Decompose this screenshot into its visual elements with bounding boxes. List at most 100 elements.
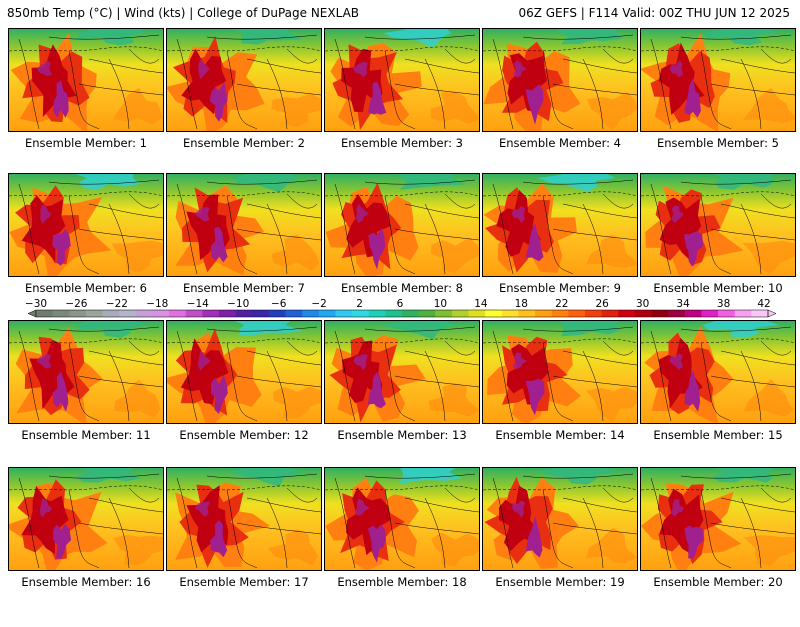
- colorbar-tick-label: −6: [271, 298, 287, 310]
- colorbar-swatch: [501, 310, 519, 317]
- colorbar-swatch: [185, 310, 203, 317]
- colorbar-swatch: [485, 310, 503, 317]
- map-graphic: [9, 321, 163, 423]
- temperature-map: [8, 320, 164, 424]
- map-graphic: [483, 29, 637, 131]
- colorbar-tick-label: −26: [65, 298, 87, 310]
- temperature-map: [166, 173, 322, 277]
- temperature-map: [482, 467, 638, 571]
- map-graphic: [167, 29, 321, 131]
- temperature-map: [482, 320, 638, 424]
- colorbar-swatch: [252, 310, 270, 317]
- ensemble-panel: Ensemble Member: 4: [482, 28, 638, 188]
- ensemble-member-label: Ensemble Member: 6: [25, 281, 147, 295]
- map-graphic: [325, 321, 479, 423]
- map-graphic: [641, 468, 795, 570]
- colorbar-swatch: [668, 310, 686, 317]
- colorbar-swatch: [385, 310, 403, 317]
- colorbar-swatch: [551, 310, 569, 317]
- map-graphic: [9, 174, 163, 276]
- colorbar-tick-label: −10: [227, 298, 249, 310]
- temperature-map: [166, 467, 322, 571]
- colorbar-swatch: [751, 310, 769, 317]
- colorbar-swatch: [285, 310, 303, 317]
- ensemble-member-label: Ensemble Member: 3: [341, 136, 463, 150]
- temperature-map: [640, 28, 796, 132]
- colorbar-swatch: [701, 310, 719, 317]
- colorbar-swatch: [734, 310, 752, 317]
- colorbar-swatch: [402, 310, 420, 317]
- colorbar-tick-label: 30: [636, 298, 649, 310]
- colorbar-tick-label: −30: [25, 298, 47, 310]
- colorbar-tick-label: −14: [187, 298, 209, 310]
- map-graphic: [641, 174, 795, 276]
- colorbar-graphic: −30 −26 −22 −18 −14 −10 −6 −2 2 6 10 14 18 22 26 30 34 38…: [25, 298, 777, 318]
- colorbar-swatch: [36, 310, 54, 317]
- temperature-map: [640, 467, 796, 571]
- map-graphic: [167, 174, 321, 276]
- colorbar-swatch: [368, 310, 386, 317]
- ensemble-panel: Ensemble Member: 5: [640, 28, 796, 188]
- temperature-map: [8, 173, 164, 277]
- ensemble-member-label: Ensemble Member: 16: [21, 575, 151, 589]
- temperature-map: [482, 28, 638, 132]
- temperature-map: [166, 320, 322, 424]
- colorbar-swatch: [435, 310, 453, 317]
- colorbar-swatch: [684, 310, 702, 317]
- header: 850mb Temp (°C) | Wind (kts) | College o…: [0, 0, 800, 26]
- map-graphic: [167, 321, 321, 423]
- colorbar-swatch: [335, 310, 353, 317]
- colorbar-swatch: [119, 310, 137, 317]
- ensemble-panel: Ensemble Member: 20: [640, 467, 796, 627]
- map-graphic: [325, 29, 479, 131]
- colorbar-swatch: [135, 310, 153, 317]
- colorbar-outline: [35, 309, 769, 318]
- map-graphic: [641, 29, 795, 131]
- map-graphic: [483, 468, 637, 570]
- colorbar-swatch: [52, 310, 70, 317]
- ensemble-panel: Ensemble Member: 1: [8, 28, 164, 188]
- ensemble-member-label: Ensemble Member: 11: [21, 428, 151, 442]
- ensemble-member-label: Ensemble Member: 20: [653, 575, 783, 589]
- ensemble-panel: Ensemble Member: 15: [640, 320, 796, 480]
- ensemble-panel: Ensemble Member: 2: [166, 28, 322, 188]
- colorbar-swatch: [634, 310, 652, 317]
- colorbar-tick-label: 42: [757, 298, 770, 310]
- colorbar-swatch: [219, 310, 237, 317]
- colorbar-tick-label: −18: [146, 298, 168, 310]
- colorbar-right-arrow: [767, 309, 777, 318]
- colorbar-swatch: [585, 310, 603, 317]
- colorbar-swatch: [235, 310, 253, 317]
- temperature-map: [324, 320, 480, 424]
- temperature-map: [166, 28, 322, 132]
- ensemble-panel: Ensemble Member: 19: [482, 467, 638, 627]
- ensemble-member-label: Ensemble Member: 7: [183, 281, 305, 295]
- map-graphic: [167, 468, 321, 570]
- colorbar-tick-label: 10: [434, 298, 447, 310]
- colorbar-swatch: [302, 310, 320, 317]
- map-graphic: [325, 468, 479, 570]
- colorbar-swatch: [352, 310, 370, 317]
- ensemble-panel: Ensemble Member: 6: [8, 173, 164, 333]
- colorbar-left-arrow: [27, 309, 37, 318]
- colorbar-swatch: [202, 310, 220, 317]
- map-graphic: [483, 321, 637, 423]
- colorbar-swatch: [651, 310, 669, 317]
- colorbar-swatch: [568, 310, 586, 317]
- ensemble-member-label: Ensemble Member: 12: [179, 428, 309, 442]
- map-graphic: [9, 468, 163, 570]
- colorbar-swatch: [518, 310, 536, 317]
- colorbar-swatch: [169, 310, 187, 317]
- temperature-colorbar: −30 −26 −22 −18 −14 −10 −6 −2 2 6 10 14 18 22 26 30 34 38…: [0, 298, 800, 320]
- header-run-info: 06Z GEFS | F114 Valid: 00Z THU JUN 12 20…: [518, 6, 790, 20]
- temperature-map: [640, 320, 796, 424]
- ensemble-panel: Ensemble Member: 16: [8, 467, 164, 627]
- colorbar-tick-label: 26: [596, 298, 610, 310]
- colorbar-swatch: [718, 310, 736, 317]
- map-graphic: [325, 174, 479, 276]
- ensemble-panel: Ensemble Member: 13: [324, 320, 480, 480]
- ensemble-panel: Ensemble Member: 17: [166, 467, 322, 627]
- colorbar-swatch: [318, 310, 336, 317]
- map-graphic: [9, 29, 163, 131]
- colorbar-swatch: [268, 310, 286, 317]
